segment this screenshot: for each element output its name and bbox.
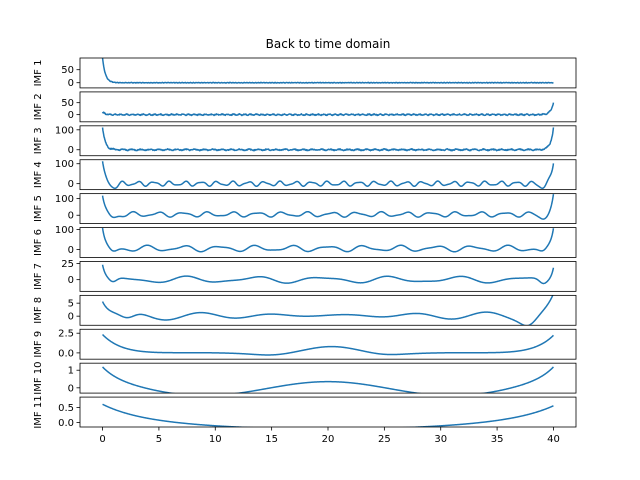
- ylabel-imf-3: IMF 3: [33, 127, 44, 154]
- ytick-label: 0: [68, 245, 74, 256]
- xtick-label: 30: [434, 434, 447, 445]
- panel-frame-2: [79, 91, 577, 123]
- series-line-3: [101, 127, 555, 152]
- panel-1: 0 50 IMF 1: [33, 57, 577, 89]
- ytick-label: 50: [61, 98, 74, 109]
- x-axis: 0 5 10 15 20 25 30 35 40: [99, 427, 560, 445]
- panel-frame-6: [79, 227, 577, 258]
- ylabel-imf-11: IMF 11: [33, 395, 44, 428]
- ytick-label: 0.0: [58, 348, 74, 359]
- ytick-label: 100: [55, 194, 74, 205]
- panel-2: 050 IMF 2: [33, 91, 577, 123]
- xtick-label: 5: [156, 434, 162, 445]
- ytick-label: 100: [55, 225, 74, 236]
- panel-frame-5: [79, 193, 577, 224]
- series-line-5: [101, 194, 555, 220]
- ytick-label: 0: [68, 383, 74, 394]
- xtick-label: 25: [378, 434, 391, 445]
- panel-9: 0.0 2.5 IMF 9: [33, 328, 577, 360]
- ytick-label: 0: [68, 179, 74, 190]
- series-line-2: [101, 102, 555, 117]
- panel-5: 0 100 IMF 5: [33, 193, 577, 224]
- panel-frame-7: [79, 261, 577, 292]
- panel-frame-3: [79, 125, 577, 157]
- ytick-label: 0: [68, 211, 74, 222]
- ytick-label: 5: [68, 299, 74, 310]
- ytick-label: 0.5: [58, 403, 74, 414]
- ylabel-imf-8: IMF 8: [33, 297, 44, 324]
- panel-frame-4: [79, 159, 577, 191]
- panel-11: 0.0 0.5 IMF 11: [33, 395, 577, 429]
- xtick-label: 35: [491, 434, 504, 445]
- ytick-label: 100: [55, 159, 74, 170]
- ylabel-imf-6: IMF 6: [33, 229, 44, 256]
- series-line-1: [101, 58, 554, 84]
- ylabel-imf-2: IMF 2: [33, 93, 44, 120]
- ytick-label: 2.5: [58, 329, 74, 340]
- series-line-4: [101, 161, 555, 190]
- panel-frame-8: [79, 294, 577, 326]
- ytick-label: 0: [68, 145, 74, 156]
- panel-7: 0 25 IMF 7: [33, 259, 577, 292]
- ytick-label: 0: [68, 78, 74, 89]
- panel-frame-9: [79, 328, 577, 360]
- panel-frame-11: [79, 396, 577, 428]
- ylabel-imf-9: IMF 9: [33, 331, 44, 358]
- panel-10: 0 1 IMF 10: [33, 362, 577, 395]
- series-line-10: [102, 366, 554, 394]
- xtick-label: 40: [547, 434, 560, 445]
- series-line-9: [102, 334, 554, 356]
- ylabel-imf-5: IMF 5: [33, 195, 44, 222]
- ylabel-imf-4: IMF 4: [33, 161, 44, 188]
- ytick-label: 50: [61, 65, 74, 76]
- ytick-label: 0: [68, 275, 74, 286]
- panel-frame-10: [79, 362, 577, 394]
- ytick-label: 0: [68, 110, 74, 121]
- ytick-label: 100: [55, 125, 74, 136]
- xtick-label: 20: [322, 434, 335, 445]
- ylabel-imf-1: IMF 1: [33, 60, 44, 87]
- ytick-label: 1: [68, 366, 74, 377]
- xtick-label: 15: [265, 434, 278, 445]
- ylabel-imf-7: IMF 7: [33, 263, 44, 290]
- ylabel-imf-10: IMF 10: [33, 362, 44, 395]
- xtick-label: 10: [209, 434, 222, 445]
- series-line-8: [101, 295, 554, 326]
- series-line-11: [102, 403, 554, 428]
- series-line-6: [101, 227, 555, 253]
- panel-3: 0 100 IMF 3: [33, 125, 577, 157]
- xtick-label: 0: [99, 434, 105, 445]
- panel-frame-1: [79, 57, 577, 89]
- ytick-label: 0.0: [58, 418, 74, 429]
- chart-title: Back to time domain: [266, 37, 391, 51]
- panel-4: 0 100 IMF 4: [33, 159, 577, 191]
- panel-6: 0 100 IMF 6: [33, 225, 577, 258]
- series-line-7: [101, 264, 555, 285]
- ytick-label: 25: [61, 259, 74, 270]
- panel-8: 0 5 IMF 8: [33, 294, 577, 326]
- ytick-label: 0: [68, 312, 74, 323]
